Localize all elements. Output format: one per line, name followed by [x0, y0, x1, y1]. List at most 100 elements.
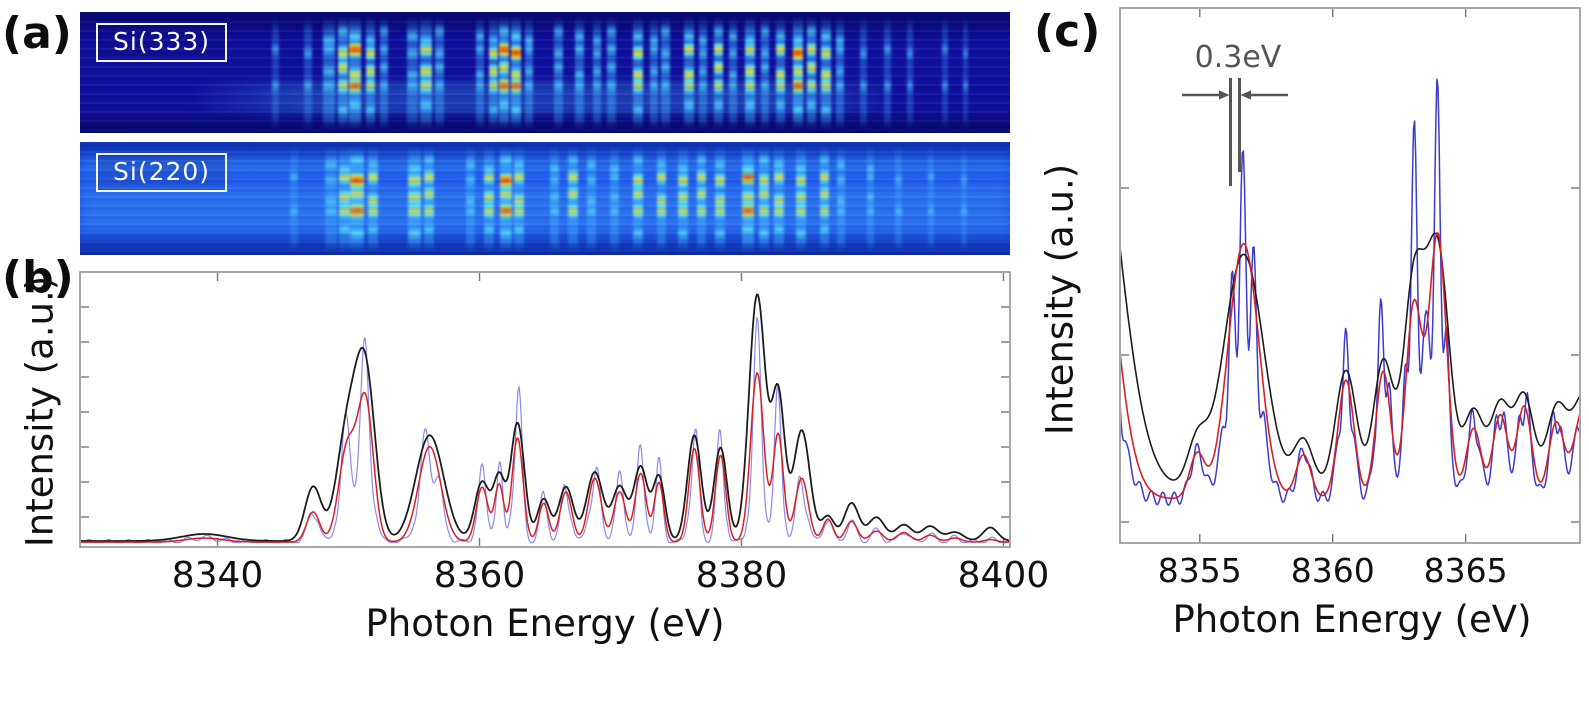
panel-a-label: (a): [2, 8, 72, 59]
diffraction-streak: [761, 12, 770, 133]
si220-label: Si(220): [113, 157, 211, 186]
diffraction-streak: [338, 12, 349, 133]
diffraction-streak: [380, 12, 389, 133]
diffraction-streak: [774, 142, 785, 255]
energy-shift-label: 0.3eV: [1194, 40, 1282, 75]
diffraction-streak: [303, 12, 312, 133]
curve-red-c: [1121, 232, 1579, 499]
diffraction-streak: [960, 142, 967, 255]
panel-b-label: (b): [2, 252, 74, 303]
x-tick-label: 8400: [957, 555, 1050, 596]
curve-black-b: [81, 293, 1009, 542]
diffraction-streak: [728, 12, 737, 133]
diffraction-streak: [466, 142, 476, 255]
x-tick-label: 8340: [171, 555, 264, 596]
chart-c-y-axis-label: Intensity (a.u.): [1038, 163, 1082, 436]
diffraction-streak: [819, 142, 829, 255]
chart-c-ticks: [1121, 9, 1579, 542]
diffraction-streak: [325, 142, 338, 255]
detector-image-si220: Si(220): [80, 142, 1010, 255]
diffraction-streak: [349, 12, 362, 133]
diffraction-streak: [907, 12, 914, 133]
panel-c-label: (c): [1034, 6, 1101, 57]
x-tick-label: 8365: [1423, 551, 1508, 590]
diffraction-streak: [758, 142, 769, 255]
spectrum-chart-zoom: [1119, 7, 1581, 544]
diffraction-streak: [499, 12, 510, 133]
diffraction-streak: [836, 142, 845, 255]
arrowhead-right-icon: [1219, 90, 1230, 100]
diffraction-streak: [677, 142, 688, 255]
x-tick-label: 8360: [433, 555, 526, 596]
diffraction-streak: [367, 142, 378, 255]
diffraction-streak: [525, 12, 534, 133]
chart-b-x-axis-label: Photon Energy (eV): [365, 602, 725, 645]
diffraction-streak: [661, 12, 671, 133]
diffraction-streak: [610, 142, 620, 255]
diffraction-streak: [408, 142, 422, 255]
diffraction-streak: [323, 12, 336, 133]
chart-b-frame: [79, 271, 1011, 548]
diffraction-streak: [633, 12, 643, 133]
diffraction-streak: [423, 142, 434, 255]
diffraction-streak: [820, 12, 831, 133]
x-tick-label: 8360: [1290, 551, 1375, 590]
diffraction-streak: [554, 12, 564, 133]
detector-image-si333: Si(333): [80, 12, 1010, 133]
diffraction-streak: [419, 12, 432, 133]
si333-label: Si(333): [113, 27, 211, 56]
x-tick-label: 8355: [1157, 551, 1242, 590]
diffraction-streak: [684, 12, 695, 133]
diffraction-streak: [807, 12, 817, 133]
diffraction-streak: [549, 142, 559, 255]
x-tick-label: 8380: [695, 555, 788, 596]
energy-shift-annotation: [1182, 78, 1288, 186]
diffraction-streak: [867, 142, 874, 255]
chart-c-frame: [1119, 7, 1581, 544]
diffraction-streak: [350, 142, 365, 255]
diffraction-streak: [649, 12, 658, 133]
chart-b-y-axis-label: Intensity (a.u.): [18, 275, 62, 548]
si220-label-box: Si(220): [96, 153, 228, 192]
curve-blue-b: [81, 316, 1009, 544]
spectrum-chart-full-range: [79, 271, 1011, 548]
diffraction-streak: [511, 12, 522, 133]
diffraction-streak: [744, 12, 755, 133]
diffraction-streak: [775, 12, 785, 133]
diffraction-streak: [607, 12, 617, 133]
chart-b-ticks: [81, 273, 1009, 546]
diffraction-streak: [593, 12, 602, 133]
diffraction-streak: [587, 142, 596, 255]
diffraction-streak: [795, 142, 806, 255]
diffraction-streak: [271, 12, 279, 133]
curve-black-c: [1121, 232, 1579, 481]
diffraction-streak: [927, 142, 934, 255]
diffraction-streak: [835, 12, 844, 133]
diffraction-streak: [574, 12, 584, 133]
diffraction-streak: [656, 142, 666, 255]
chart-c-x-axis-label: Photon Energy (eV): [1172, 598, 1532, 641]
diffraction-streak: [499, 142, 512, 255]
diffraction-streak: [894, 142, 902, 255]
diffraction-streak: [859, 12, 867, 133]
diffraction-streak: [714, 12, 724, 133]
diffraction-streak: [475, 12, 484, 133]
diffraction-streak: [792, 12, 803, 133]
diffraction-streak: [489, 12, 499, 133]
diffraction-streak: [699, 12, 708, 133]
diffraction-streak: [339, 142, 352, 255]
diffraction-streak: [714, 142, 725, 255]
curve-blue-c: [1121, 78, 1579, 506]
curve-red-b: [81, 372, 1009, 543]
diffraction-streak: [365, 12, 375, 133]
diffraction-streak: [289, 142, 298, 255]
diffraction-streak: [513, 142, 524, 255]
diffraction-streak: [407, 12, 419, 133]
diffraction-streak: [941, 12, 948, 133]
arrowhead-left-icon: [1240, 90, 1251, 100]
diffraction-streak: [962, 12, 968, 133]
diffraction-streak: [883, 12, 891, 133]
diffraction-streak: [633, 142, 643, 255]
